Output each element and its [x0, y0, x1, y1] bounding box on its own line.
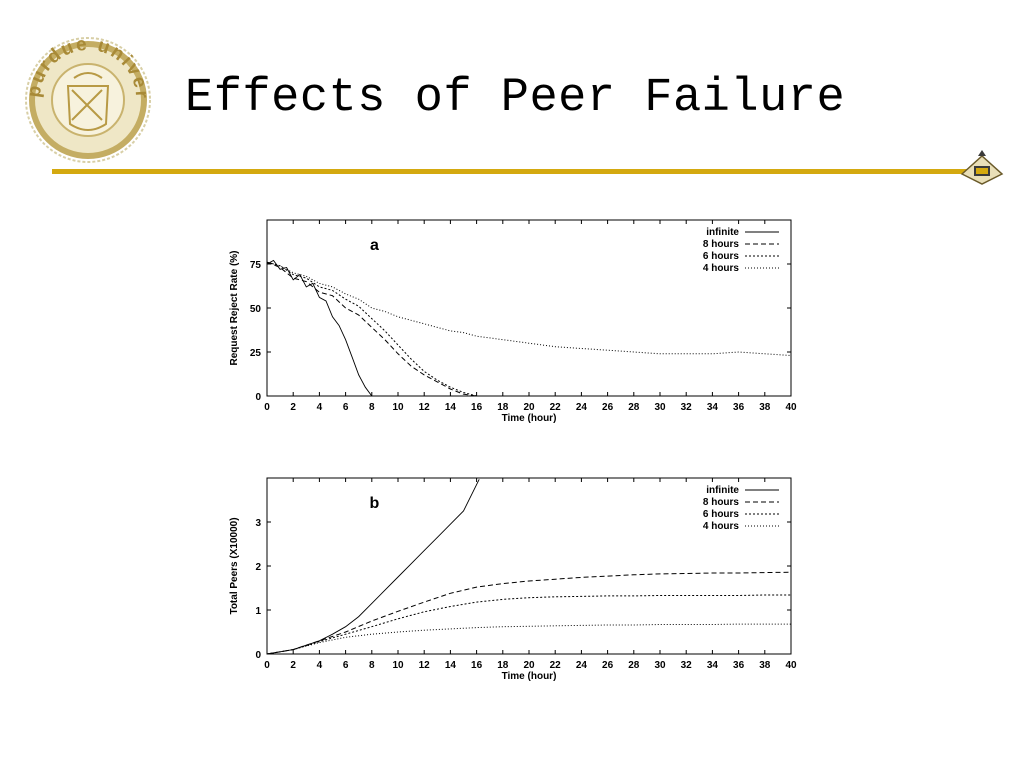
x-tick-label: 30 [654, 660, 666, 671]
x-tick-label: 0 [264, 402, 270, 413]
y-tick-label: 25 [250, 348, 262, 359]
x-tick-label: 26 [602, 660, 614, 671]
x-tick-label: 32 [681, 660, 693, 671]
x-tick-label: 4 [317, 660, 323, 671]
x-tick-label: 28 [628, 402, 640, 413]
chart-request-reject-rate: 0 2 4 6 8 10 12 14 16 18 20 22 24 26 28 30 32 34 36 38 40025… [229, 219, 797, 424]
x-tick-label: 8 [369, 402, 375, 413]
series-line-8-hours [267, 261, 477, 396]
legend-label: 8 hours [703, 239, 740, 250]
panel-label: a [370, 237, 379, 254]
series-line-4-hours [267, 261, 791, 356]
x-tick-label: 26 [602, 402, 614, 413]
x-tick-label: 40 [785, 402, 797, 413]
x-tick-label: 18 [497, 660, 509, 671]
university-seal-logo: purdue university [10, 20, 151, 163]
x-tick-label: 14 [445, 660, 457, 671]
x-axis-label: Time (hour) [502, 671, 557, 682]
x-tick-label: 16 [471, 402, 483, 413]
legend-label: 4 hours [703, 263, 740, 274]
legend-label: infinite [706, 485, 739, 496]
legend-label: 6 hours [703, 251, 740, 262]
y-axis-label: Total Peers (X10000) [229, 517, 240, 614]
x-tick-label: 12 [419, 660, 431, 671]
x-tick-label: 2 [290, 402, 296, 413]
legend-label: infinite [706, 227, 739, 238]
y-tick-label: 50 [250, 304, 262, 315]
x-tick-label: 20 [523, 402, 535, 413]
series-line-infinite [267, 259, 373, 396]
x-tick-label: 16 [471, 660, 483, 671]
y-tick-label: 0 [255, 392, 261, 403]
series-line-8-hours [267, 571, 791, 654]
x-tick-label: 10 [392, 402, 404, 413]
x-tick-label: 2 [290, 660, 296, 671]
y-tick-label: 0 [255, 650, 261, 661]
x-tick-label: 36 [733, 660, 745, 671]
x-tick-label: 10 [392, 660, 404, 671]
y-tick-label: 2 [255, 562, 261, 573]
x-tick-label: 0 [264, 660, 270, 671]
x-tick-label: 4 [317, 402, 323, 413]
purdue-emblem-icon [960, 150, 1004, 185]
x-tick-label: 34 [707, 660, 719, 671]
slide-title: Effects of Peer Failure [185, 72, 846, 125]
y-tick-label: 3 [255, 518, 261, 529]
x-tick-label: 24 [576, 660, 588, 671]
x-tick-label: 6 [343, 402, 349, 413]
series-line-6-hours [267, 594, 791, 654]
x-tick-label: 38 [759, 660, 771, 671]
x-tick-label: 8 [369, 660, 375, 671]
chart-total-peers: 0 2 4 6 8 10 12 14 16 18 20 22 24 26 28 30 32 34 36 38 40012… [229, 477, 797, 682]
x-tick-label: 14 [445, 402, 457, 413]
panel-label: b [370, 495, 380, 512]
title-divider [52, 169, 970, 174]
legend-label: 4 hours [703, 521, 740, 532]
x-tick-label: 38 [759, 402, 771, 413]
x-tick-label: 22 [550, 402, 562, 413]
y-axis-label: Request Reject Rate (%) [229, 250, 240, 365]
x-tick-label: 32 [681, 402, 693, 413]
x-tick-label: 30 [654, 402, 666, 413]
x-tick-label: 40 [785, 660, 797, 671]
legend-label: 8 hours [703, 497, 740, 508]
x-tick-label: 18 [497, 402, 509, 413]
x-tick-label: 36 [733, 402, 745, 413]
x-axis-label: Time (hour) [502, 413, 557, 424]
x-tick-label: 12 [419, 402, 431, 413]
x-tick-label: 34 [707, 402, 719, 413]
y-tick-label: 75 [250, 260, 262, 271]
x-tick-label: 28 [628, 660, 640, 671]
legend-label: 6 hours [703, 509, 740, 520]
x-tick-label: 24 [576, 402, 588, 413]
x-tick-label: 20 [523, 660, 535, 671]
series-line-4-hours [267, 623, 791, 654]
y-tick-label: 1 [255, 606, 261, 617]
x-tick-label: 22 [550, 660, 562, 671]
x-tick-label: 6 [343, 660, 349, 671]
series-line-6-hours [267, 261, 477, 396]
